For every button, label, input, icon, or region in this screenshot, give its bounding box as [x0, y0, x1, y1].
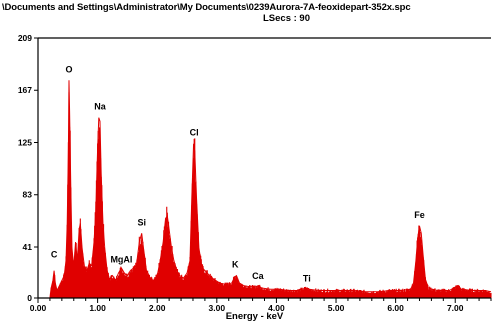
y-tick-label: 209 [18, 33, 32, 43]
x-tick-label: 7.00 [447, 303, 464, 313]
file-path-title: \Documents and Settings\Administrator\My… [2, 2, 411, 13]
y-tick-label: 125 [18, 137, 32, 147]
spectrum-channels [49, 92, 492, 298]
x-tick-label: 1.00 [89, 303, 106, 313]
y-tick-label: 83 [23, 190, 33, 200]
peak-label: Ti [303, 273, 311, 283]
peak-label: MgAl [110, 255, 132, 265]
live-seconds-subtitle: LSecs : 90 [263, 13, 310, 24]
x-tick-label: 2.00 [149, 303, 166, 313]
peak-label: Ca [252, 271, 264, 281]
x-axis-title: Energy - keV [226, 311, 284, 321]
x-ticks: 0.00 1.00 2.00 3.00 4.00 5.00 6.00 7.00 [30, 298, 492, 313]
spectrum-outline [38, 80, 492, 299]
spectrum-series [38, 80, 492, 299]
y-tick-label: 167 [18, 85, 32, 95]
x-tick-label: 4.00 [268, 303, 285, 313]
peak-label: Fe [414, 210, 425, 220]
y-tick-label: 0 [27, 293, 32, 303]
x-tick-label: 6.00 [387, 303, 404, 313]
peak-labels: C O Na MgAl Si Cl K Ca Ti Fe [51, 64, 425, 283]
peak-label: Na [94, 102, 106, 112]
peak-label: Si [137, 217, 146, 227]
x-tick-label: 5.00 [328, 303, 345, 313]
peak-label: Cl [190, 128, 199, 138]
y-ticks: 0 41 83 125 167 209 [18, 33, 38, 303]
x-tick-label: 3.00 [209, 303, 226, 313]
x-tick-label: 0.00 [30, 303, 47, 313]
peak-label: C [51, 250, 58, 260]
peak-label: O [65, 64, 72, 74]
peak-label: K [232, 260, 239, 270]
y-tick-label: 41 [23, 242, 33, 252]
